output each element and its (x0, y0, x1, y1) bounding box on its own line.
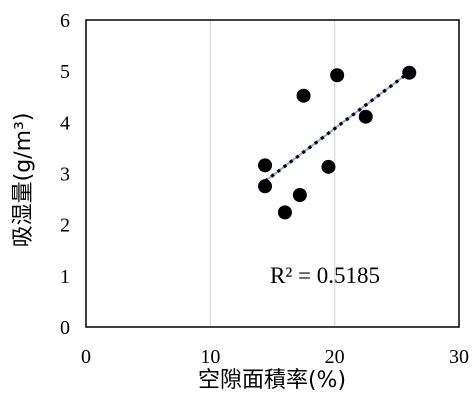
y-tick-label: 3 (60, 164, 70, 186)
y-tick-label: 6 (60, 10, 70, 32)
data-point (402, 66, 416, 80)
x-tick-labels: 0 10 20 30 (81, 346, 469, 368)
x-tick-label: 20 (325, 346, 345, 368)
y-tick-label: 5 (60, 61, 70, 83)
data-point (359, 110, 373, 124)
y-tick-label: 4 (60, 112, 70, 134)
data-point (330, 68, 344, 82)
x-tick-label: 0 (81, 346, 91, 368)
data-point (293, 188, 307, 202)
data-point (297, 89, 311, 103)
data-point (278, 205, 292, 219)
data-point (258, 179, 272, 193)
y-tick-label: 1 (60, 266, 70, 288)
y-tick-label: 0 (60, 317, 70, 339)
y-tick-labels: 0 1 2 3 4 5 6 (60, 10, 70, 339)
data-point (321, 160, 335, 174)
x-tick-label: 10 (200, 346, 220, 368)
r-squared-annotation: R² = 0.5185 (270, 263, 380, 288)
x-tick-label: 30 (449, 346, 469, 368)
data-points (258, 66, 416, 220)
y-axis-title: 吸湿量(g/m³) (11, 113, 36, 248)
data-point (258, 158, 272, 172)
trendline-line (265, 72, 409, 181)
y-tick-label: 2 (60, 215, 70, 237)
x-axis-title: 空隙面積率(%) (198, 368, 346, 393)
